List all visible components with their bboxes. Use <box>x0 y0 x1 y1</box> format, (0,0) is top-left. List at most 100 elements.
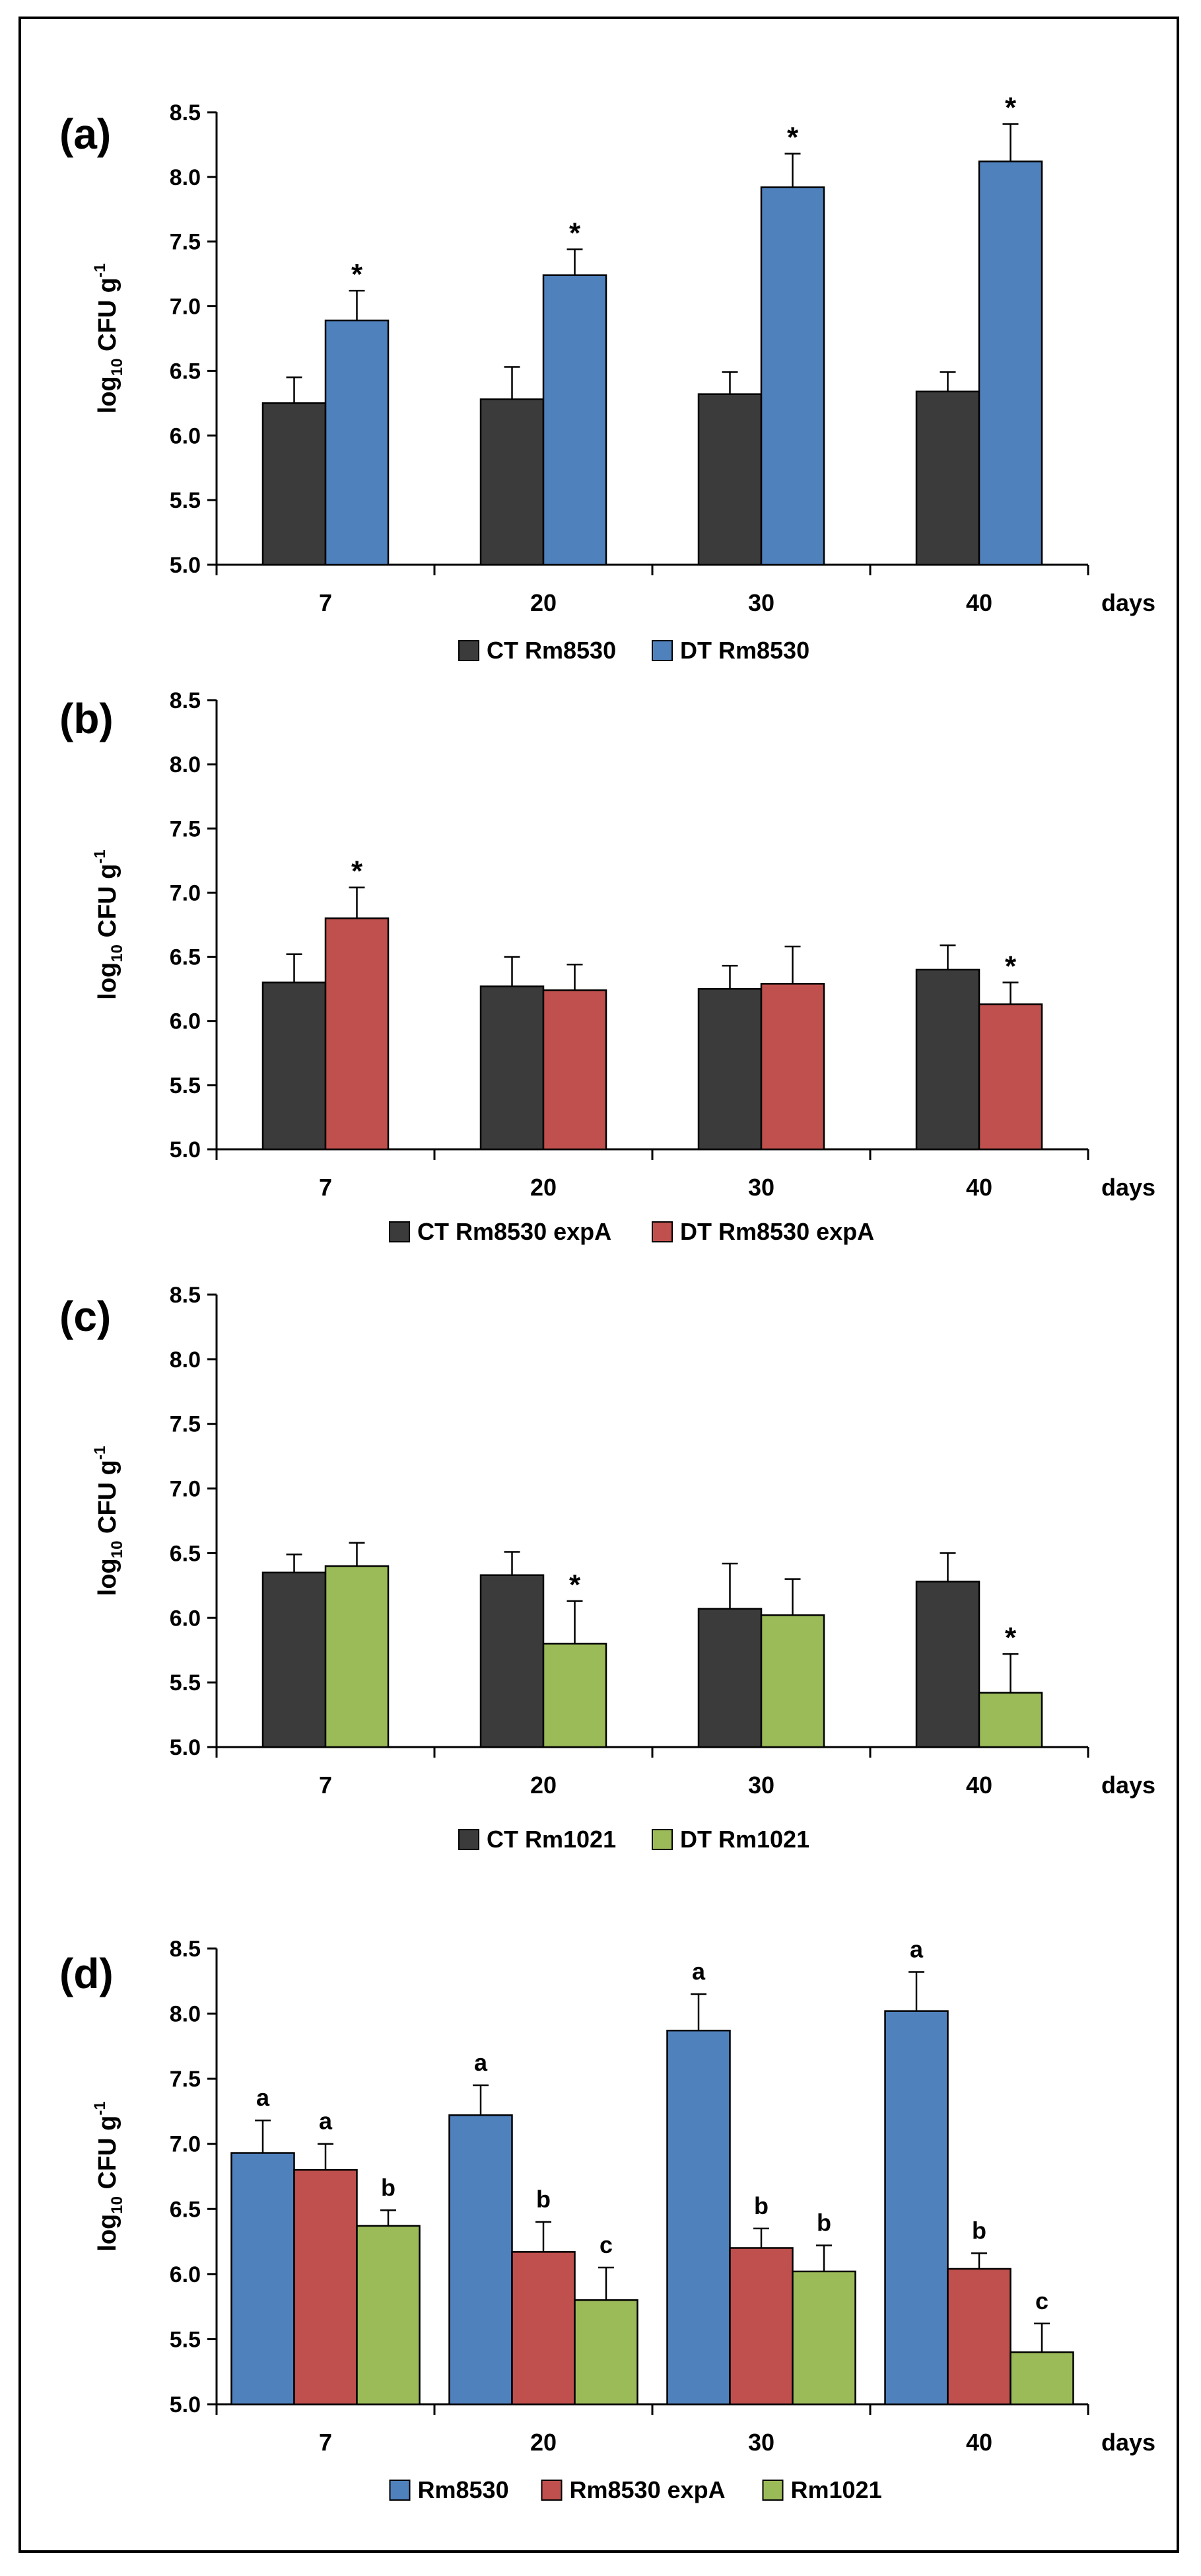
bar <box>479 398 545 566</box>
y-tick-label: 8.5 <box>170 1937 201 1962</box>
legend-item: CT Rm8530 <box>458 637 616 664</box>
bar <box>261 982 327 1151</box>
y-tick-label: 7.0 <box>170 2132 201 2157</box>
significance-label: c <box>1035 2287 1048 2314</box>
significance-label: a <box>692 1958 706 1985</box>
significance-label: * <box>1005 92 1017 124</box>
y-tick-label: 7.5 <box>170 230 201 255</box>
legend-swatch <box>652 1221 673 1242</box>
x-tick-label: 7 <box>319 2429 332 2456</box>
legend-swatch <box>541 2480 563 2501</box>
y-tick-label: 5.0 <box>170 1735 201 1760</box>
bar <box>915 968 980 1151</box>
x-tick-label: 40 <box>966 2429 992 2456</box>
legend-label: Rm8530 <box>418 2476 509 2503</box>
bar <box>542 274 607 566</box>
y-tick-label: 5.0 <box>170 553 201 578</box>
legend-swatch <box>389 1221 410 1242</box>
bar <box>448 2114 513 2406</box>
y-axis-label: log10 CFU g-1 <box>91 264 126 413</box>
significance-label: * <box>351 855 363 888</box>
chart-panel-c: (c) 5.0 5.5 6.0 6.5 7.0 7.5 8.0 8.5 log10 CFU g-1… <box>59 1283 1155 1853</box>
legend-item: Rm8530 <box>389 2476 509 2503</box>
bar <box>356 2225 421 2406</box>
x-tick-label: 40 <box>966 589 992 616</box>
panel-label: (a) <box>59 110 111 158</box>
y-tick-label: 8.5 <box>170 688 201 713</box>
significance-label: b <box>536 2186 551 2213</box>
bar <box>666 2029 731 2406</box>
legend-label: CT Rm8530 expA <box>417 1218 611 1245</box>
y-tick-label: 8.0 <box>170 752 201 777</box>
x-tick-label: 30 <box>748 2429 774 2456</box>
significance-label: b <box>381 2174 395 2201</box>
x-tick-label: 7 <box>319 589 332 616</box>
y-tick-label: 7.0 <box>170 295 201 320</box>
bar <box>978 1003 1043 1151</box>
bar <box>479 985 545 1151</box>
y-tick-label: 5.5 <box>170 2327 201 2352</box>
y-tick-label: 6.5 <box>170 2197 201 2222</box>
significance-label: * <box>787 122 799 154</box>
y-tick-label: 8.5 <box>170 100 201 125</box>
y-tick-label: 6.5 <box>170 945 201 970</box>
bar <box>574 2299 638 2406</box>
bar <box>324 917 390 1151</box>
significance-label: * <box>569 1569 581 1601</box>
x-tick-label: 20 <box>530 2429 557 2456</box>
bar <box>729 2247 794 2406</box>
legend-item: DT Rm8530 <box>652 637 809 664</box>
y-tick-label: 7.0 <box>170 880 201 906</box>
y-tick-label: 8.5 <box>170 1283 201 1308</box>
bar <box>978 1692 1043 1748</box>
y-tick-label: 5.0 <box>170 2392 201 2417</box>
bar <box>261 1571 327 1748</box>
significance-label: * <box>569 217 581 249</box>
y-tick-label: 8.0 <box>170 2002 201 2027</box>
x-tick-label: 7 <box>319 1771 332 1799</box>
chart-panel-d: (d) 5.0 5.5 6.0 6.5 7.0 7.5 8.0 8.5 log10 CFU g-1… <box>59 1935 1155 2503</box>
y-tick-label: 8.0 <box>170 165 201 190</box>
y-tick-label: 6.5 <box>170 359 201 384</box>
legend-swatch <box>652 1829 673 1850</box>
legend-label: DT Rm8530 <box>680 637 809 664</box>
significance-label: a <box>256 2084 270 2111</box>
legend-swatch <box>652 640 673 661</box>
x-tick-label: 20 <box>530 1771 557 1799</box>
y-tick-label: 7.0 <box>170 1477 201 1502</box>
legend-label: CT Rm8530 <box>487 637 616 664</box>
y-tick-label: 5.5 <box>170 1670 201 1696</box>
bar <box>697 987 763 1151</box>
bar <box>978 161 1043 566</box>
legend-item: Rm1021 <box>762 2476 882 2503</box>
bar <box>542 1643 607 1748</box>
significance-label: b <box>817 2209 831 2236</box>
panel-label: (c) <box>59 1293 111 1340</box>
x-tick-label: 30 <box>748 589 774 616</box>
y-tick-label: 6.0 <box>170 1009 201 1034</box>
y-axis-label: log10 CFU g-1 <box>91 1446 126 1596</box>
bar <box>324 1565 390 1748</box>
bar <box>884 2010 949 2406</box>
significance-label: * <box>1005 1622 1017 1654</box>
significance-label: b <box>754 2192 769 2219</box>
bar <box>947 2268 1012 2406</box>
bar <box>293 2168 358 2406</box>
chart-panel-b: (b) 5.0 5.5 6.0 6.5 7.0 7.5 8.0 8.5 log10 CFU g-1… <box>59 688 1155 1245</box>
y-tick-label: 6.5 <box>170 1541 201 1566</box>
bar <box>915 1581 980 1748</box>
x-tick-label: 30 <box>748 1174 774 1201</box>
y-axis-label: log10 CFU g-1 <box>91 2101 126 2251</box>
panel-label: (d) <box>59 1950 114 1997</box>
bar <box>697 1608 763 1748</box>
bar <box>760 1614 825 1748</box>
significance-label: a <box>474 2049 488 2076</box>
bar <box>542 989 607 1151</box>
legend-label: Rm1021 <box>791 2476 882 2503</box>
legend-label: DT Rm1021 <box>680 1826 809 1853</box>
bar <box>324 319 390 566</box>
y-tick-label: 6.0 <box>170 2262 201 2287</box>
bar <box>1010 2351 1074 2406</box>
bar <box>230 2152 295 2406</box>
